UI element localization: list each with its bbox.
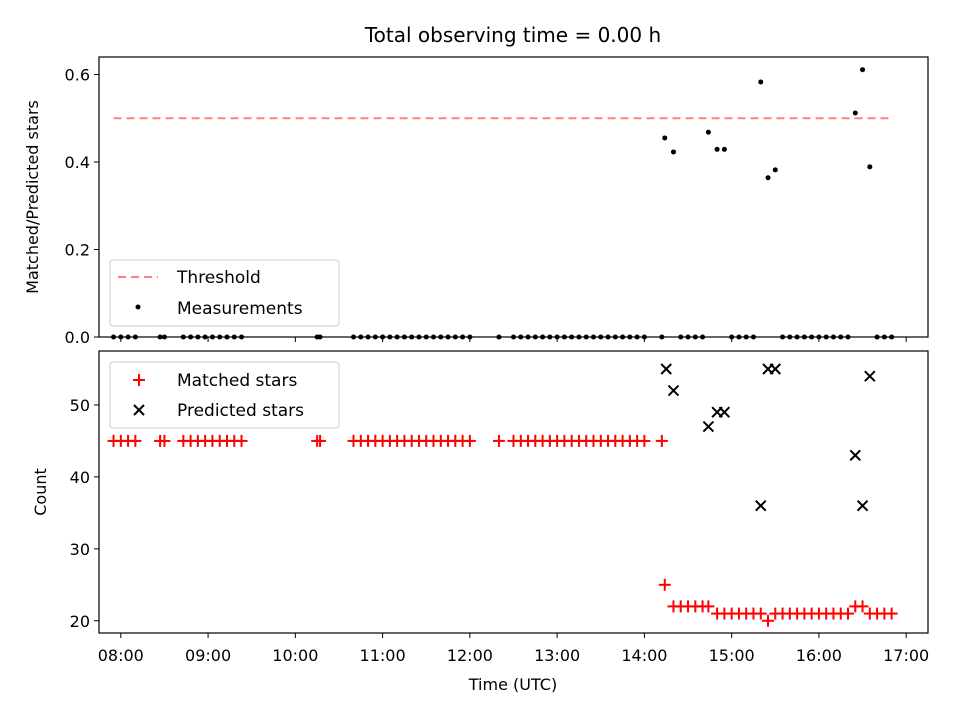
predicted-marker-b <box>660 363 672 375</box>
matched-star-point <box>492 434 505 447</box>
bottom-x-tick-label: 09:00 <box>185 646 231 665</box>
matched-star-point <box>129 434 142 447</box>
matched-legend-swatch <box>133 374 145 386</box>
predicted-star-point <box>856 499 869 512</box>
bottom-y-tick-label: 40 <box>70 468 90 487</box>
top-y-axis-label: Matched/Predicted stars <box>23 100 42 294</box>
bottom-legend-box <box>109 361 340 429</box>
predicted-star-point <box>849 449 861 462</box>
bottom-x-tick-label: 13:00 <box>534 646 580 665</box>
matched-star-point <box>463 434 476 447</box>
predicted-marker-b <box>667 384 680 397</box>
bottom-plot-marks <box>107 363 898 627</box>
bottom-y-tick-label: 20 <box>70 612 90 631</box>
measurement-point <box>714 146 720 152</box>
measurement-point <box>772 167 778 173</box>
bottom-x-tick-label: 11:00 <box>360 646 406 665</box>
bottom-plot-frame <box>98 350 929 634</box>
predicted-legend-swatch <box>133 404 145 416</box>
threshold-legend-label: Threshold <box>176 268 261 288</box>
predicted-marker-b <box>718 406 731 418</box>
top-plot-marks <box>111 67 895 340</box>
predicted-marker-b <box>849 449 861 462</box>
top-legend: Threshold Measurements <box>109 259 340 327</box>
matched-star-point <box>638 434 651 447</box>
chart-title: Total observing time = 0.00 h <box>364 23 661 47</box>
bottom-y-tick-label: 50 <box>70 396 90 415</box>
measurement-point <box>860 67 866 73</box>
measurements-legend-swatch <box>135 304 141 310</box>
top-y-tick-label: 0.6 <box>65 66 90 85</box>
top-y-tick-label: 0.2 <box>65 241 90 260</box>
matched-legend-label: Matched stars <box>177 371 297 391</box>
predicted-star-point <box>667 384 680 397</box>
measurement-point <box>867 164 873 170</box>
predicted-star-point <box>755 499 767 512</box>
x-axis-label: Time (UTC) <box>468 675 557 694</box>
matched-star-point <box>158 434 171 447</box>
top-legend-box <box>109 259 340 327</box>
measurement-point <box>721 146 727 152</box>
bottom-x-tick-label: 17:00 <box>883 646 929 665</box>
matched-star-point <box>856 600 869 613</box>
matched-star-point <box>702 600 715 613</box>
predicted-star-point <box>702 420 715 433</box>
matched-star-point <box>658 578 671 591</box>
predicted-legend-label: Predicted stars <box>177 401 304 421</box>
matched-star-point <box>655 434 668 447</box>
measurement-point <box>670 149 676 155</box>
top-y-tick-label: 0.0 <box>65 328 90 347</box>
measurement-point <box>852 110 858 116</box>
bottom-y-axis: 20 30 40 50 <box>70 396 99 631</box>
measurement-point <box>765 175 771 181</box>
predicted-star-point <box>864 370 876 382</box>
measurement-point <box>705 129 711 135</box>
bottom-x-tick-label: 10:00 <box>272 646 318 665</box>
top-y-tick-label: 0.4 <box>65 153 90 172</box>
bottom-x-tick-label: 16:00 <box>796 646 842 665</box>
matched-star-point <box>885 607 898 620</box>
bottom-x-tick-label: 08:00 <box>98 646 144 665</box>
bottom-legend: Matched stars Predicted stars <box>109 361 340 429</box>
matched-star-point <box>842 607 855 620</box>
predicted-marker-b <box>702 420 715 433</box>
predicted-star-point <box>718 406 731 418</box>
top-x-axis <box>120 337 907 342</box>
matched-star-point <box>235 434 248 447</box>
bottom-x-tick-label: 15:00 <box>709 646 755 665</box>
bottom-y-tick-label: 30 <box>70 540 90 559</box>
bottom-x-tick-label: 12:00 <box>447 646 493 665</box>
bottom-x-axis: 08:00 09:00 10:00 11:00 12:00 13:00 14:00 15:00… <box>98 633 929 665</box>
predicted-marker-b <box>864 370 876 382</box>
bottom-y-axis-label: Count <box>31 468 50 516</box>
bottom-panel: 20 30 40 50 08:00 09:00 10:00 11:00 12:00 13:00 1… <box>31 350 929 694</box>
predicted-marker-b <box>755 499 767 512</box>
bottom-x-tick-label: 14:00 <box>621 646 667 665</box>
matched-star-point <box>762 614 775 627</box>
measurement-point <box>758 79 764 85</box>
measurement-point <box>662 135 668 141</box>
predicted-star-point <box>660 363 672 375</box>
matched-star-point <box>754 607 767 620</box>
top-plot-frame <box>98 56 929 338</box>
predicted-star-point <box>769 363 781 375</box>
predicted-marker-b <box>856 499 869 512</box>
measurements-legend-label: Measurements <box>177 299 303 319</box>
top-panel: 0.0 0.2 0.4 0.6 Matched/Predicted stars Thr… <box>23 56 929 347</box>
matched-star-point <box>314 434 327 447</box>
predicted-marker-b <box>769 363 781 375</box>
top-y-axis: 0.0 0.2 0.4 0.6 <box>65 66 99 347</box>
